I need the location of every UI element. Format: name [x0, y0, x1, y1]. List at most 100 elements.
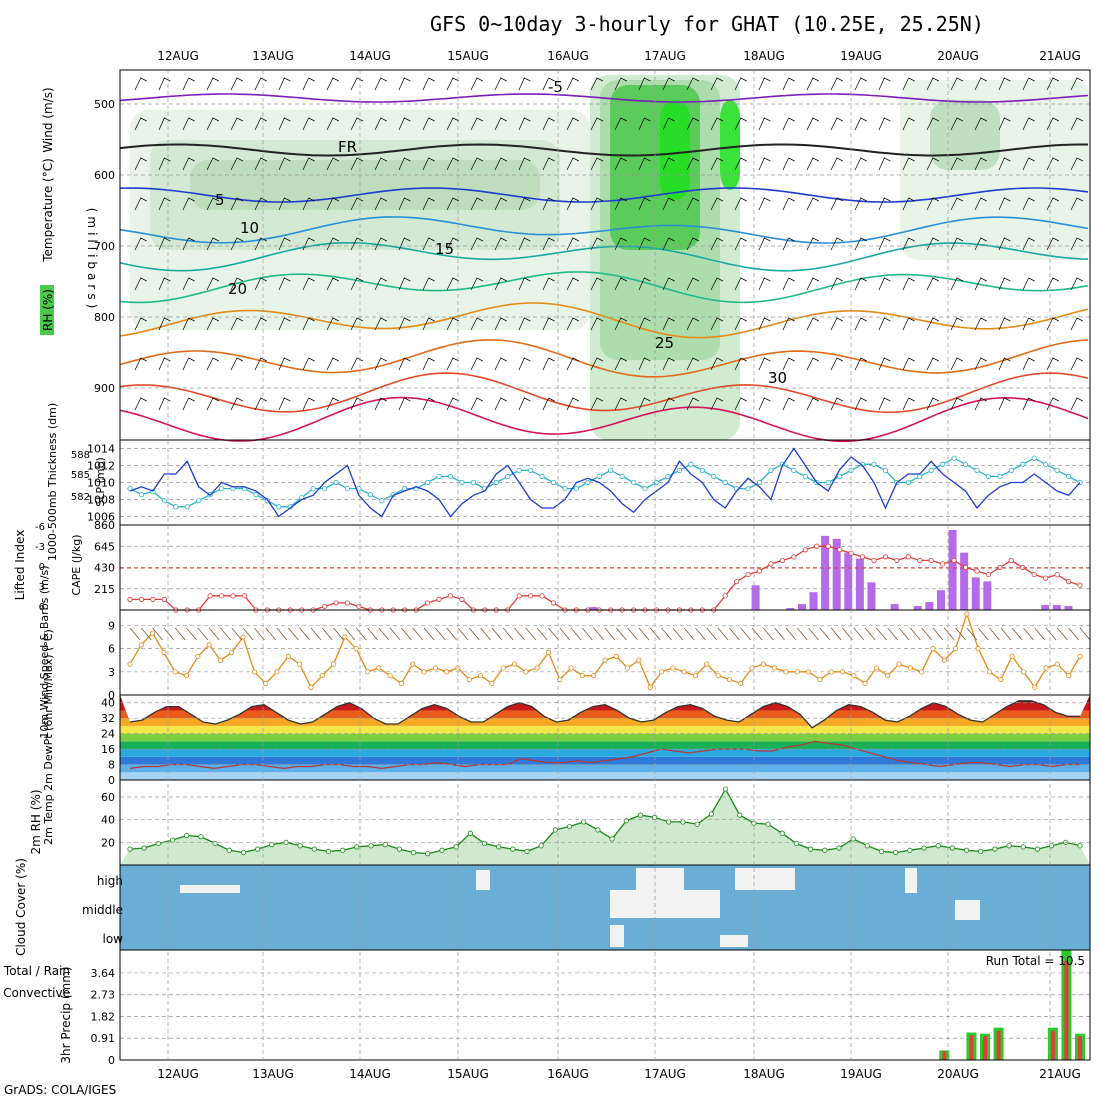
wind-barb	[686, 197, 700, 211]
wind-speed-line-point	[896, 661, 902, 667]
thickness-line-point	[802, 473, 808, 480]
wind-barb	[350, 197, 364, 211]
wind-barb	[566, 197, 580, 211]
wind10-barb	[910, 627, 921, 641]
wind-barb	[566, 317, 580, 331]
wind-barb	[182, 397, 195, 411]
wind-barb	[590, 197, 604, 211]
wind-barb	[254, 357, 267, 371]
wind-barb	[662, 157, 675, 171]
lifted-index-line-point	[814, 543, 820, 549]
wind-barb	[806, 317, 820, 331]
thickness-line-point	[825, 479, 831, 486]
wind-barb	[134, 117, 147, 131]
wind-speed-line-point	[670, 665, 676, 671]
wind10-barb	[955, 627, 966, 641]
thickness-line-point	[940, 461, 946, 467]
wind-speed-line-point	[523, 669, 529, 675]
wind-barb	[350, 157, 364, 171]
wind-barb	[230, 317, 244, 331]
temp-band	[120, 772, 1090, 780]
wind-barb	[278, 197, 291, 211]
wind10-barb	[491, 627, 503, 641]
wind-barb	[734, 157, 747, 171]
rh-line-point	[311, 846, 317, 852]
wind-barb	[926, 77, 940, 91]
thickness-tick: 582	[71, 492, 90, 503]
wind-speed-line-point	[364, 669, 371, 675]
wind-barb	[638, 357, 651, 371]
wind-barb	[182, 357, 195, 371]
wind10-barb	[367, 627, 378, 641]
temp-line	[129, 700, 1080, 729]
wind-barb	[854, 357, 867, 371]
temperature-contour-9	[119, 396, 1089, 443]
wind-barb	[542, 117, 555, 131]
rh-line-point	[1020, 844, 1026, 850]
wind-speed-line-point	[263, 680, 269, 687]
lifted-index-line-point	[802, 547, 808, 553]
temperature-label: FR	[338, 138, 357, 156]
wind-barb	[518, 197, 531, 211]
thickness-line-point	[585, 479, 591, 486]
wind-speed-line-point	[760, 661, 766, 667]
wind-speed-line-point	[557, 676, 563, 683]
wind-speed-line-point	[647, 684, 653, 690]
lifted-index-line-point	[459, 596, 465, 602]
wind10-barb	[593, 627, 604, 641]
wind-barb	[230, 117, 244, 131]
wind10-barb	[921, 627, 932, 641]
rh-line-point	[878, 848, 885, 855]
thickness-axis-label: 1000-500mb Thickness (dm)	[46, 403, 59, 561]
cape-bar	[971, 577, 980, 610]
wind-barb	[1046, 317, 1060, 331]
wind10-barb	[638, 627, 650, 641]
wind-barb	[638, 197, 651, 211]
wind-barb	[326, 157, 340, 171]
wind-barb	[494, 397, 507, 411]
cloud-axis-label: Cloud Cover (%)	[14, 858, 28, 956]
wind-speed-line-point	[839, 669, 846, 675]
wind10-barb	[570, 627, 582, 641]
lifted-index-line-point	[539, 593, 545, 599]
thickness-line-point	[1008, 467, 1014, 473]
thickness-line-point	[218, 485, 225, 492]
temperature-label: 20	[228, 280, 247, 298]
thickness-tick: 585	[71, 470, 90, 481]
precip-axis-label: 3hr Precip (mm)	[59, 966, 73, 1063]
rh-line-point	[368, 843, 374, 849]
wind10-barb	[796, 627, 808, 641]
wind-barb	[1070, 397, 1084, 411]
wind-speed-line-point	[319, 673, 325, 679]
wind-barb	[974, 197, 987, 211]
wind-barb	[734, 77, 747, 91]
legend-rh: RH (%)	[41, 289, 55, 331]
wind-barb	[854, 317, 867, 331]
cape-bar	[936, 590, 945, 610]
wind-barb	[446, 277, 460, 291]
lifted-index-line-point	[550, 600, 557, 606]
wind-speed-line-point	[1009, 653, 1015, 659]
day-label-top: 17AUG	[644, 49, 686, 63]
wind-barb	[1046, 237, 1060, 251]
wind-barb	[782, 317, 795, 331]
wind10-barb	[1034, 627, 1046, 641]
rh-line-point	[297, 843, 303, 849]
wind-barb	[494, 117, 507, 131]
thickness-line-point	[619, 473, 625, 480]
wind-barb	[998, 317, 1011, 331]
wind10-barb	[616, 627, 627, 641]
wind-barb	[950, 117, 964, 131]
wind-barb	[446, 77, 460, 91]
wind-barb	[878, 157, 891, 171]
wind-barb	[902, 157, 915, 171]
wind-speed-line-point	[613, 653, 619, 659]
lifted-index-line-point	[940, 561, 946, 567]
rh-line-point	[439, 847, 445, 853]
lifted-index-line-point	[928, 557, 934, 564]
wind10-barb	[887, 627, 899, 641]
wind-speed-line-point	[579, 673, 585, 679]
wind-barb	[662, 77, 675, 91]
wind-speed-line-point	[568, 665, 574, 671]
cloud-cell	[955, 900, 980, 920]
